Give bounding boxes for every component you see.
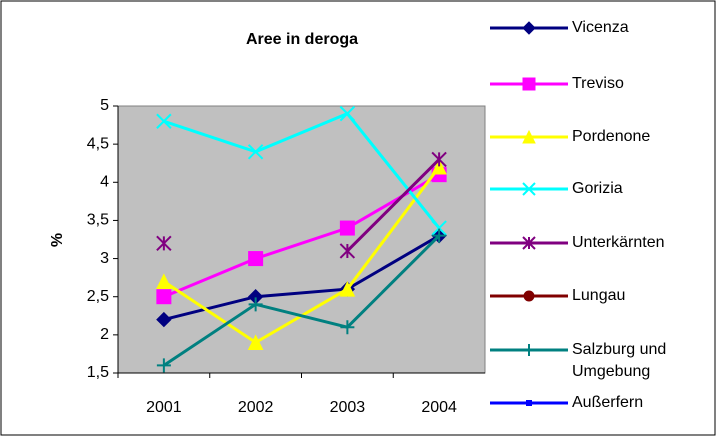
- marker: [522, 182, 536, 196]
- marker: [247, 334, 264, 350]
- y-tick-label: 3,5: [87, 212, 109, 229]
- legend-label: Pordenone: [572, 128, 650, 145]
- legend-label-line: Salzburg und: [572, 341, 666, 358]
- marker: [431, 158, 447, 175]
- series-line: [163, 173, 440, 299]
- y-tick-label: 4: [100, 174, 109, 191]
- y-tick-label: 3: [100, 250, 109, 267]
- marker: [156, 358, 171, 373]
- marker: [340, 320, 355, 335]
- series-line: [163, 111, 441, 229]
- marker: [339, 220, 355, 236]
- marker: [522, 21, 536, 35]
- y-tick-label: 2: [100, 326, 109, 343]
- legend-label: Treviso: [572, 75, 624, 92]
- legend-label: Außerfern: [572, 394, 643, 411]
- legend-label-line: Umgebung: [572, 363, 650, 380]
- y-tick-label: 5: [100, 97, 109, 114]
- marker: [522, 77, 536, 91]
- marker: [339, 280, 356, 297]
- marker: [247, 144, 264, 160]
- series-line: [163, 234, 441, 367]
- legend-label: Vicenza: [572, 19, 629, 36]
- marker: [526, 400, 532, 406]
- y-tick-label: 4,5: [87, 135, 109, 152]
- marker: [248, 297, 263, 312]
- marker: [339, 243, 356, 259]
- marker: [156, 311, 172, 328]
- series-line: [346, 158, 441, 253]
- legend-label: Lungau: [572, 287, 625, 304]
- marker: [248, 251, 264, 267]
- chart-title: Aree in deroga: [246, 31, 358, 48]
- marker: [156, 235, 172, 252]
- marker: [156, 289, 172, 305]
- x-tick-label: 2002: [238, 399, 274, 416]
- y-axis-label: %: [49, 233, 66, 247]
- legend-label: Unterkärnten: [572, 234, 665, 251]
- marker: [522, 236, 536, 250]
- marker: [432, 228, 447, 243]
- marker: [431, 151, 447, 168]
- y-tick-label: 1,5: [87, 364, 109, 381]
- marker: [523, 344, 535, 356]
- x-tick-label: 2001: [146, 399, 182, 416]
- y-tick-label: 2,5: [87, 288, 109, 305]
- series-line: [163, 234, 440, 322]
- marker: [156, 273, 172, 289]
- x-tick-label: 2004: [421, 399, 457, 416]
- marker: [431, 220, 447, 236]
- legend-label: Gorizia: [572, 180, 623, 197]
- plot-area: [117, 105, 486, 374]
- x-tick-label: 2003: [330, 399, 366, 416]
- marker: [339, 105, 356, 122]
- marker: [156, 113, 172, 129]
- marker: [523, 290, 535, 302]
- marker: [522, 129, 536, 144]
- legend-label: Salzburg und Umgebung: [572, 341, 666, 380]
